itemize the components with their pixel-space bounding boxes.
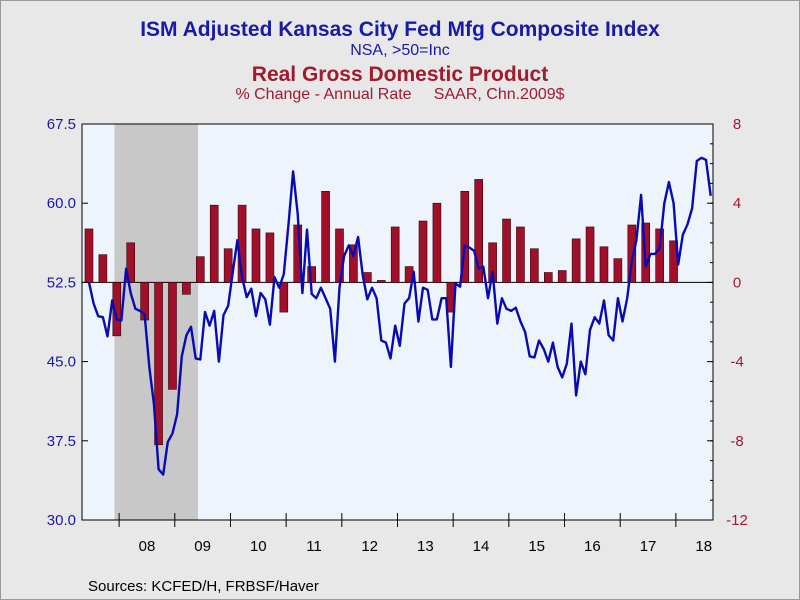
x-axis-label: 09 [194,538,211,555]
gdp-bar [223,248,233,283]
gdp-bar [599,246,609,283]
x-axis-label: 11 [306,538,322,555]
chart-title-ism: ISM Adjusted Kansas City Fed Mfg Composi… [140,18,660,41]
right-axis-label: 4 [733,195,741,212]
gdp-bar [182,282,191,295]
right-axis-label: 8 [733,116,741,133]
gdp-bar [543,272,553,283]
gdp-bar [376,280,386,283]
gdp-bar [502,218,511,283]
chart-subtitle-ism: NSA, >50=Inc [350,42,450,59]
gdp-bar [613,258,623,283]
gdp-bar [126,242,136,283]
gdp-bar [154,282,163,446]
left-axis-label: 30.0 [47,512,76,529]
chart-title-gdp: Real Gross Domestic Product [251,63,549,86]
x-axis-label: 18 [695,538,712,555]
ism-index-line [87,156,712,476]
gdp-bar [655,228,664,283]
right-axis-label: -12 [726,512,748,529]
gdp-bar [209,204,219,283]
right-axis-label: 0 [733,274,741,291]
x-axis-label: 12 [361,538,378,555]
left-axis-label: 52.5 [47,274,76,291]
gdp-bar [418,220,428,283]
gdp-bar [571,238,581,283]
left-axis-label: 67.5 [47,116,76,133]
gdp-bar [279,282,289,313]
right-axis-label: -4 [730,354,743,371]
gdp-bar [474,179,483,283]
left-axis-label: 45.0 [47,354,76,371]
gdp-bar [321,191,330,283]
left-axis-label: 60.0 [47,195,76,212]
gdp-bar [84,228,94,283]
gdp-bar [251,228,261,283]
gdp-bar [627,224,637,283]
left-axis-label: 37.5 [47,433,76,450]
gdp-bar [585,226,595,283]
x-axis-label: 14 [473,538,490,555]
x-axis-label: 13 [417,538,434,555]
gdp-bar [168,282,177,390]
x-axis-label: 15 [528,538,545,555]
gdp-bar [265,232,275,283]
gdp-bar [390,226,400,283]
gdp-bar [98,254,108,283]
gdp-bar [112,282,122,337]
gdp-bar [349,244,358,283]
x-axis-label: 17 [640,538,657,555]
x-axis-label: 16 [584,538,601,555]
x-axis-label: 08 [139,538,156,555]
gdp-bar [432,202,442,283]
gdp-bar [557,270,567,283]
sources-note: Sources: KCFED/H, FRBSF/Haver [88,578,319,595]
x-axis-label: 10 [250,538,267,555]
gdp-bar [460,191,470,283]
gdp-bar [516,226,525,283]
gdp-bar [196,256,205,283]
right-axis-label: -8 [730,433,743,450]
chart-subtitle-gdp: % Change - Annual Rate SAAR, Chn.2009$ [235,86,565,103]
gdp-bar [530,248,539,283]
